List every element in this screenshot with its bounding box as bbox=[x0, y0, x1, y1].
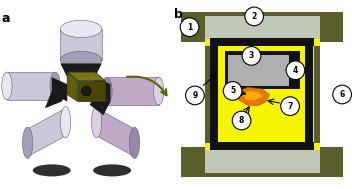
Polygon shape bbox=[243, 91, 262, 100]
Ellipse shape bbox=[93, 164, 131, 176]
Ellipse shape bbox=[102, 77, 112, 105]
FancyBboxPatch shape bbox=[205, 39, 320, 46]
Polygon shape bbox=[107, 77, 159, 105]
Polygon shape bbox=[61, 29, 102, 60]
FancyBboxPatch shape bbox=[210, 142, 314, 150]
Circle shape bbox=[180, 18, 199, 36]
Polygon shape bbox=[67, 72, 77, 101]
Polygon shape bbox=[61, 64, 102, 77]
FancyBboxPatch shape bbox=[225, 51, 300, 89]
Polygon shape bbox=[27, 108, 65, 157]
FancyBboxPatch shape bbox=[210, 39, 218, 150]
FancyBboxPatch shape bbox=[182, 12, 343, 177]
Ellipse shape bbox=[2, 72, 12, 100]
Circle shape bbox=[242, 46, 261, 65]
Polygon shape bbox=[7, 72, 55, 100]
Polygon shape bbox=[52, 77, 67, 101]
Text: 8: 8 bbox=[239, 116, 244, 125]
Text: b: b bbox=[174, 8, 183, 21]
Ellipse shape bbox=[23, 127, 33, 158]
FancyBboxPatch shape bbox=[305, 39, 313, 150]
FancyBboxPatch shape bbox=[210, 38, 314, 46]
Polygon shape bbox=[67, 72, 105, 81]
Circle shape bbox=[232, 111, 251, 130]
Ellipse shape bbox=[153, 77, 164, 105]
Circle shape bbox=[281, 97, 300, 115]
Ellipse shape bbox=[33, 164, 71, 176]
Ellipse shape bbox=[92, 107, 102, 138]
Text: 3: 3 bbox=[249, 51, 254, 60]
Circle shape bbox=[333, 85, 351, 104]
Text: 7: 7 bbox=[287, 102, 293, 111]
FancyBboxPatch shape bbox=[205, 143, 320, 150]
Text: 2: 2 bbox=[252, 12, 257, 21]
Text: 4: 4 bbox=[293, 66, 298, 75]
Ellipse shape bbox=[60, 107, 71, 138]
Circle shape bbox=[245, 7, 264, 26]
FancyBboxPatch shape bbox=[205, 148, 320, 174]
Polygon shape bbox=[77, 81, 105, 101]
Circle shape bbox=[286, 61, 305, 80]
Ellipse shape bbox=[50, 72, 61, 100]
Circle shape bbox=[186, 86, 204, 105]
Ellipse shape bbox=[61, 51, 102, 69]
Circle shape bbox=[81, 86, 91, 96]
FancyBboxPatch shape bbox=[182, 43, 205, 146]
Ellipse shape bbox=[61, 20, 102, 38]
Text: a: a bbox=[2, 12, 10, 25]
Text: 1: 1 bbox=[187, 23, 192, 32]
FancyBboxPatch shape bbox=[210, 39, 314, 150]
Ellipse shape bbox=[130, 127, 140, 158]
FancyBboxPatch shape bbox=[205, 15, 320, 41]
Polygon shape bbox=[239, 87, 269, 105]
Text: 5: 5 bbox=[230, 86, 235, 95]
Polygon shape bbox=[96, 108, 134, 157]
Text: 9: 9 bbox=[192, 91, 197, 100]
Polygon shape bbox=[90, 94, 111, 115]
FancyBboxPatch shape bbox=[228, 55, 289, 86]
Text: 6: 6 bbox=[339, 90, 345, 99]
Circle shape bbox=[223, 82, 242, 100]
Polygon shape bbox=[95, 77, 111, 101]
Polygon shape bbox=[45, 84, 67, 108]
FancyBboxPatch shape bbox=[320, 43, 343, 146]
